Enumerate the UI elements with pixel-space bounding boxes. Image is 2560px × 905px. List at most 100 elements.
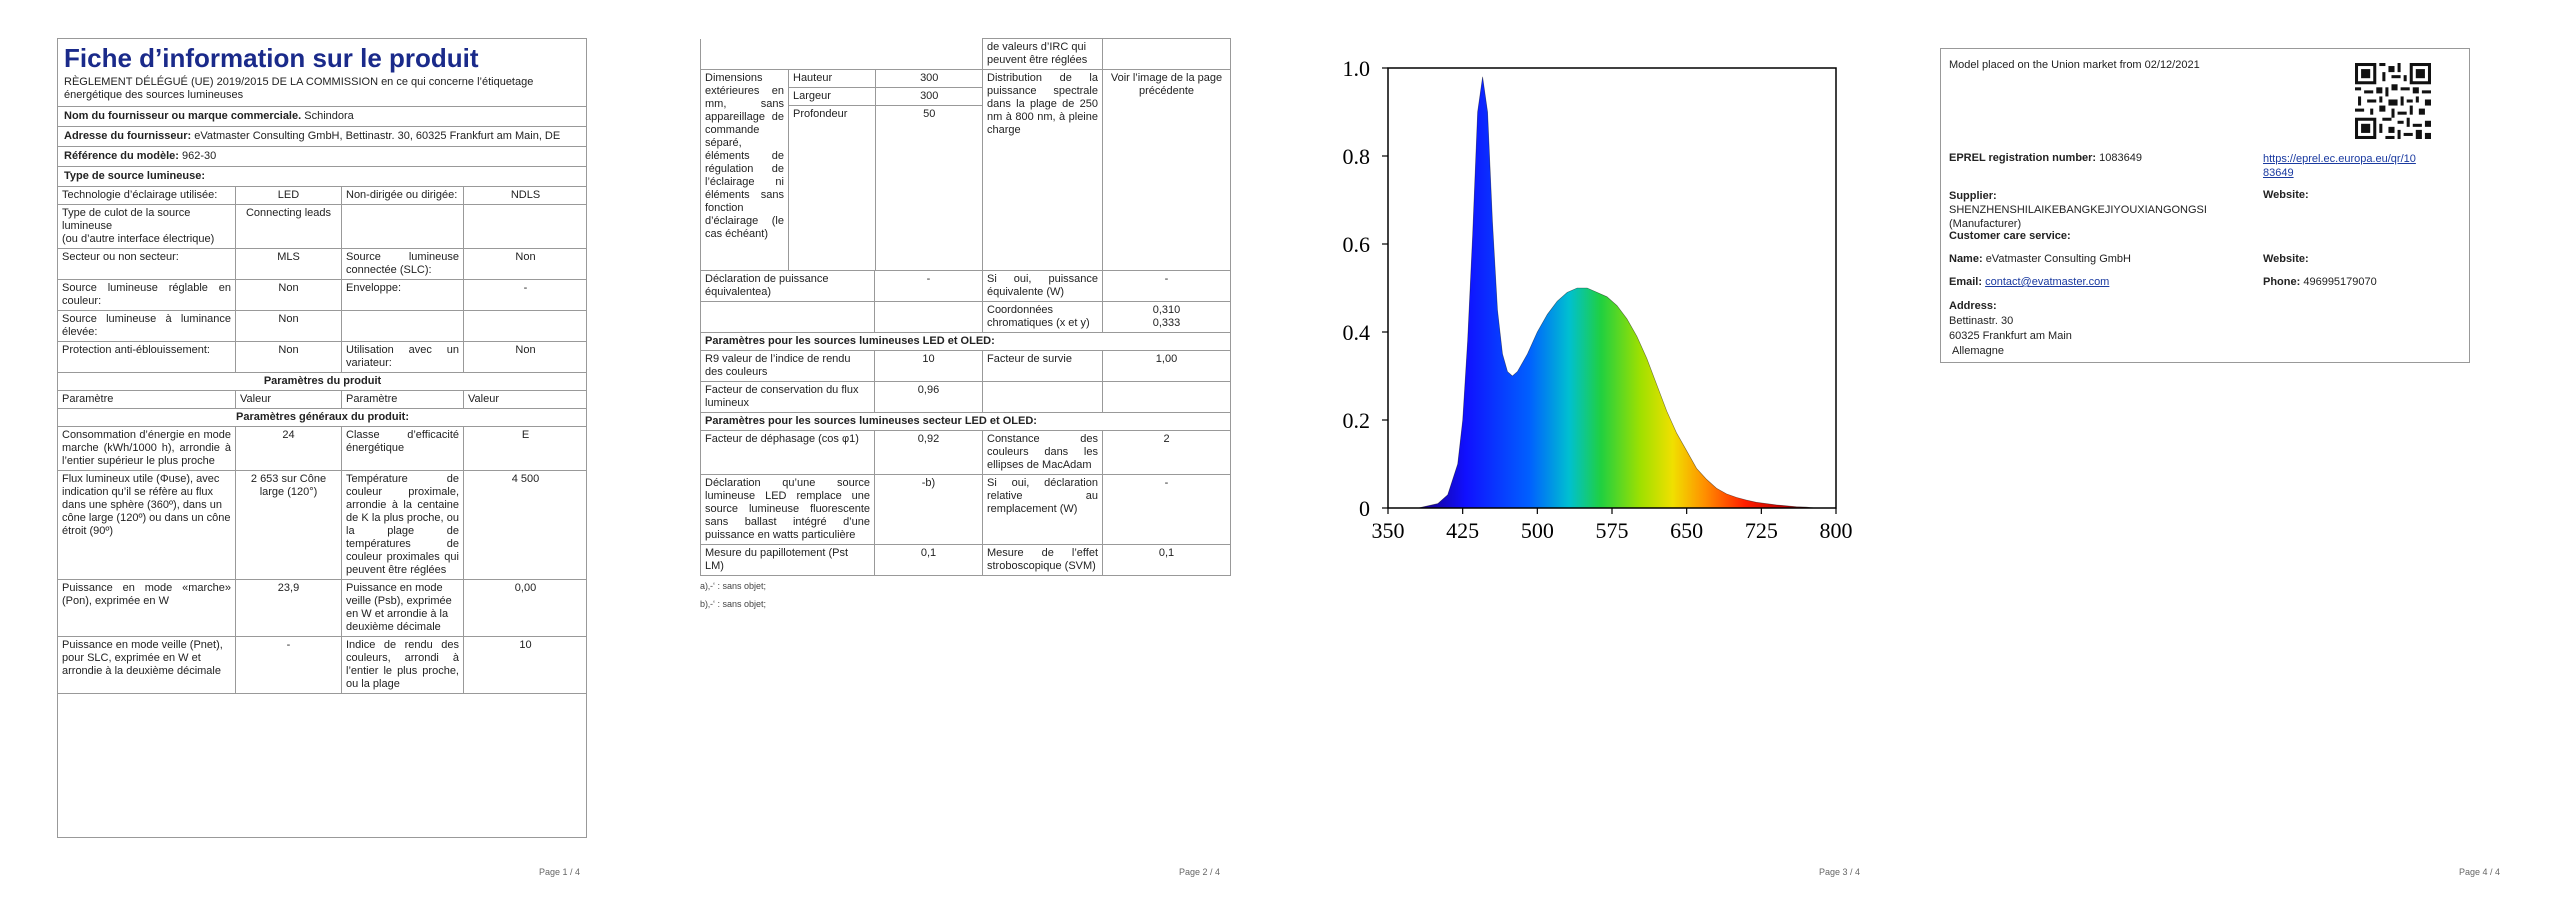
cell: 300	[874, 70, 983, 88]
eprel-link-line2[interactable]: 83649	[2263, 167, 2294, 179]
table-row: Consommation d’énergie en mode marche (k…	[58, 426, 586, 471]
page-3: 350 425 500 575 650 725 800 0 0.2 0.4 0.6 0.8 1.0 Pa…	[1280, 0, 1920, 905]
dimensions-cell: Hauteur 300 Largeur 300 Profondeur 50	[788, 69, 983, 271]
table-row: Secteur ou non secteur: MLS Source lumineu…	[58, 248, 586, 280]
address-line-3: Allemagne	[1952, 345, 2004, 357]
macadam-value: 2	[1102, 430, 1231, 475]
cell	[341, 204, 464, 249]
cell	[874, 301, 983, 333]
y-tick-label: 0.2	[1343, 408, 1371, 433]
cell: Non	[235, 279, 342, 311]
equiv-question: Si oui, puissance équivalente (W)	[982, 270, 1103, 302]
x-tick-label: 575	[1596, 518, 1629, 543]
cell: Protection anti-éblouissement:	[58, 341, 236, 373]
placed-on-market: Model placed on the Union market from 02…	[1949, 59, 2200, 71]
care-email-link[interactable]: contact@evatmaster.com	[1985, 276, 2110, 288]
table-row: Puissance en mode «marche» (Pon), exprim…	[58, 579, 586, 637]
source-type-row: Type de source lumineuse:	[58, 166, 586, 186]
dimensions-label: Dimensions extérieures en mm, sans appar…	[700, 69, 789, 271]
supplier-label: Supplier:	[1949, 190, 1997, 202]
table-row: Flux lumineux utile (Φuse), avec indicat…	[58, 470, 586, 580]
table-row: R9 valeur de l’indice de rendu des coule…	[700, 350, 1231, 382]
spectrum-area	[1417, 76, 1817, 509]
care-email-label: Email:	[1949, 276, 1983, 288]
address-line-2: 60325 Frankfurt am Main	[1949, 330, 2072, 342]
model-value: 962-30	[181, 150, 217, 162]
care-address: Address: Bettinastr. 30 60325 Frankfurt …	[1949, 299, 2072, 359]
equiv-value: -	[874, 270, 983, 302]
source-type-table: Technologie d’éclairage utilisée: LED Non-…	[58, 186, 586, 694]
table-row: Déclaration de puissance équivalentea) -…	[700, 270, 1231, 302]
stroboscopic-value: 0,1	[1102, 544, 1231, 576]
spectral-value: Voir l’image de la page précédente	[1102, 69, 1231, 271]
chroma-label: Coordonnées chromatiques (x et y)	[982, 301, 1103, 333]
cell: Secteur ou non secteur:	[58, 248, 236, 280]
params-title: Paramètres du produit	[58, 372, 586, 391]
replace-value: -b)	[874, 474, 983, 545]
cell: Largeur	[789, 87, 876, 106]
footnote-a: a)‚-‘ : sans objet;	[700, 581, 767, 591]
care-name-label: Name:	[1949, 253, 1983, 265]
address-value: eVatmaster Consulting GmbH, Bettinastr. …	[194, 130, 561, 142]
dimensions-table: Hauteur 300 Largeur 300 Profondeur 50	[789, 70, 983, 270]
x-tick-label: 800	[1820, 518, 1853, 543]
header-cell: Paramètre	[58, 390, 236, 409]
cell: -	[463, 279, 586, 311]
cell: Non	[235, 310, 342, 342]
cell: 23,9	[235, 579, 342, 637]
header-cell: Valeur	[235, 390, 342, 409]
y-tick-label: 0.4	[1343, 320, 1371, 345]
table-row: Source lumineuse à luminance élevée: Non	[58, 310, 586, 342]
address-line-1: Bettinastr. 30	[1949, 315, 2014, 327]
cell: E	[463, 426, 586, 471]
cell: NDLS	[463, 186, 586, 205]
cell	[463, 310, 586, 342]
table-row: Puissance en mode veille (Pnet), pour SL…	[58, 636, 586, 694]
cell: -	[235, 636, 342, 694]
phase-value: 0,92	[874, 430, 983, 475]
cell: Profondeur	[789, 105, 876, 270]
cell: Puissance en mode veille (Psb), exprimée…	[341, 579, 464, 637]
page-1: Fiche d’information sur le produit RÈGLE…	[0, 0, 640, 905]
care-name-row: Name: eVatmaster Consulting GmbH	[1949, 253, 2131, 265]
stroboscopic-label: Mesure de l’effet stroboscopique (SVM)	[982, 544, 1103, 576]
equiv-label: Déclaration de puissance équivalentea)	[700, 270, 875, 302]
customer-care-title: Customer care service:	[1949, 230, 2071, 242]
table-row: Source lumineuse réglable en couleur: Non…	[58, 279, 586, 311]
led-section-title: Paramètres pour les sources lumineuses L…	[700, 332, 1231, 351]
table-row: Paramètres pour les sources lumineuses L…	[700, 332, 1231, 351]
model-row: Référence du modèle: 962-30	[58, 146, 586, 166]
chroma-x: 0,310	[1152, 304, 1181, 316]
eprel-link[interactable]: https://eprel.ec.europa.eu/qr/10 83649	[2263, 152, 2416, 180]
supplier-row: Supplier: SHENZHENSHILAIKEBANGKEJIYOUXIA…	[1949, 189, 2249, 231]
product-info-continued: de valeurs d’IRC qui peuvent être réglée…	[700, 38, 1231, 613]
flicker-label: Mesure du papillotement (Pst LM)	[700, 544, 875, 576]
mains-section-title: Paramètres pour les sources lumineuses s…	[700, 412, 1231, 431]
regulation-text: RÈGLEMENT DÉLÉGUÉ (UE) 2019/2015 DE LA C…	[64, 76, 534, 101]
cell: 50	[874, 105, 983, 270]
page-number: Page 3 / 4	[1818, 867, 1860, 877]
address-label: Adresse du fournisseur:	[64, 130, 192, 142]
cell: Connecting leads	[235, 204, 342, 249]
equiv-question-value: -	[1102, 270, 1231, 302]
page-number: Page 1 / 4	[538, 867, 580, 877]
cell: 4 500	[463, 470, 586, 580]
x-tick-label: 425	[1446, 518, 1479, 543]
qr-code-icon[interactable]	[2355, 63, 2431, 139]
care-phone-value: 496995179070	[2303, 276, 2377, 288]
cell: Flux lumineux utile (Φuse), avec indicat…	[58, 470, 236, 580]
plot-area: 350 425 500 575 650 725 800 0 0.2 0.4 0.6 0.8 1.0	[1343, 56, 1853, 543]
care-website-label: Website:	[2263, 253, 2309, 265]
cell: Type de culot de la source lumineuse (ou…	[58, 204, 236, 249]
eprel-link-line1[interactable]: https://eprel.ec.europa.eu/qr/10	[2263, 153, 2416, 165]
care-email-row: Email: contact@evatmaster.com	[1949, 276, 2109, 288]
replace-label: Déclaration qu’une source lumineuse LED …	[700, 474, 875, 545]
cell	[982, 381, 1103, 413]
cell: Puissance en mode «marche» (Pon), exprim…	[58, 579, 236, 637]
registration-value: 1083649	[2099, 152, 2142, 164]
table-row: de valeurs d’IRC qui peuvent être réglée…	[700, 38, 1231, 70]
product-info-sheet: Fiche d’information sur le produit RÈGLE…	[57, 38, 587, 838]
model-label: Référence du modèle:	[64, 150, 179, 162]
y-tick-label: 1.0	[1343, 56, 1371, 81]
phase-label: Facteur de déphasage (cos φ1)	[700, 430, 875, 475]
